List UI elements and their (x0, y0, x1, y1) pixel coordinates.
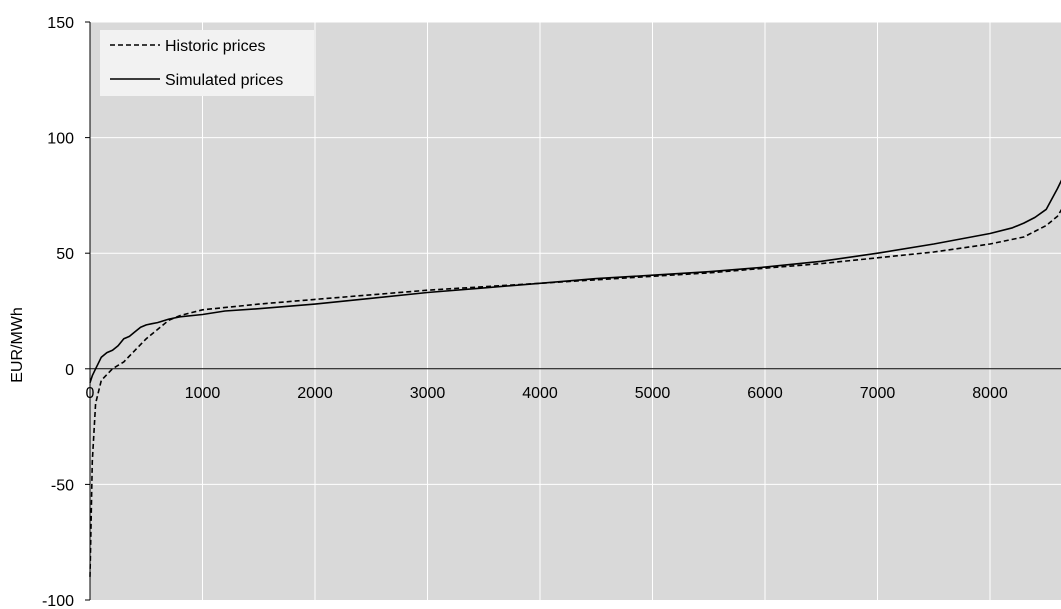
legend: Historic prices Simulated prices (100, 30, 314, 96)
y-tick-label: 50 (56, 246, 74, 263)
y-tick-label: 150 (47, 15, 74, 32)
tick-labels: 150 100 50 0 -50 -100 0 1000 2000 3000 4000 5000 600… (42, 15, 1008, 609)
simulated-prices-line (89, 179, 1061, 383)
x-tick-label: 4000 (522, 385, 558, 402)
x-tick-label: 7000 (860, 385, 896, 402)
legend-label-historic: Historic prices (165, 38, 265, 55)
legend-box (100, 30, 314, 96)
plot-background (90, 22, 1061, 600)
series-lines (89, 179, 1061, 577)
x-tick-label: 8000 (972, 385, 1008, 402)
x-tick-label: 2000 (297, 385, 333, 402)
x-tick-label: 1000 (185, 385, 221, 402)
y-tick-label: -50 (51, 477, 74, 494)
x-tick-label: 3000 (410, 385, 446, 402)
x-tick-label: 5000 (635, 385, 671, 402)
legend-label-simulated: Simulated prices (165, 72, 283, 89)
y-tick-label: -100 (42, 593, 74, 609)
x-tick-label: 6000 (747, 385, 783, 402)
historic-prices-line (89, 208, 1061, 577)
axes (85, 21, 1061, 601)
grid-lines (90, 21, 1061, 600)
x-tick-label: 0 (86, 385, 95, 402)
y-tick-label: 0 (65, 362, 74, 379)
y-axis-title: EUR/MWh (9, 307, 26, 383)
y-tick-label: 100 (47, 131, 74, 148)
